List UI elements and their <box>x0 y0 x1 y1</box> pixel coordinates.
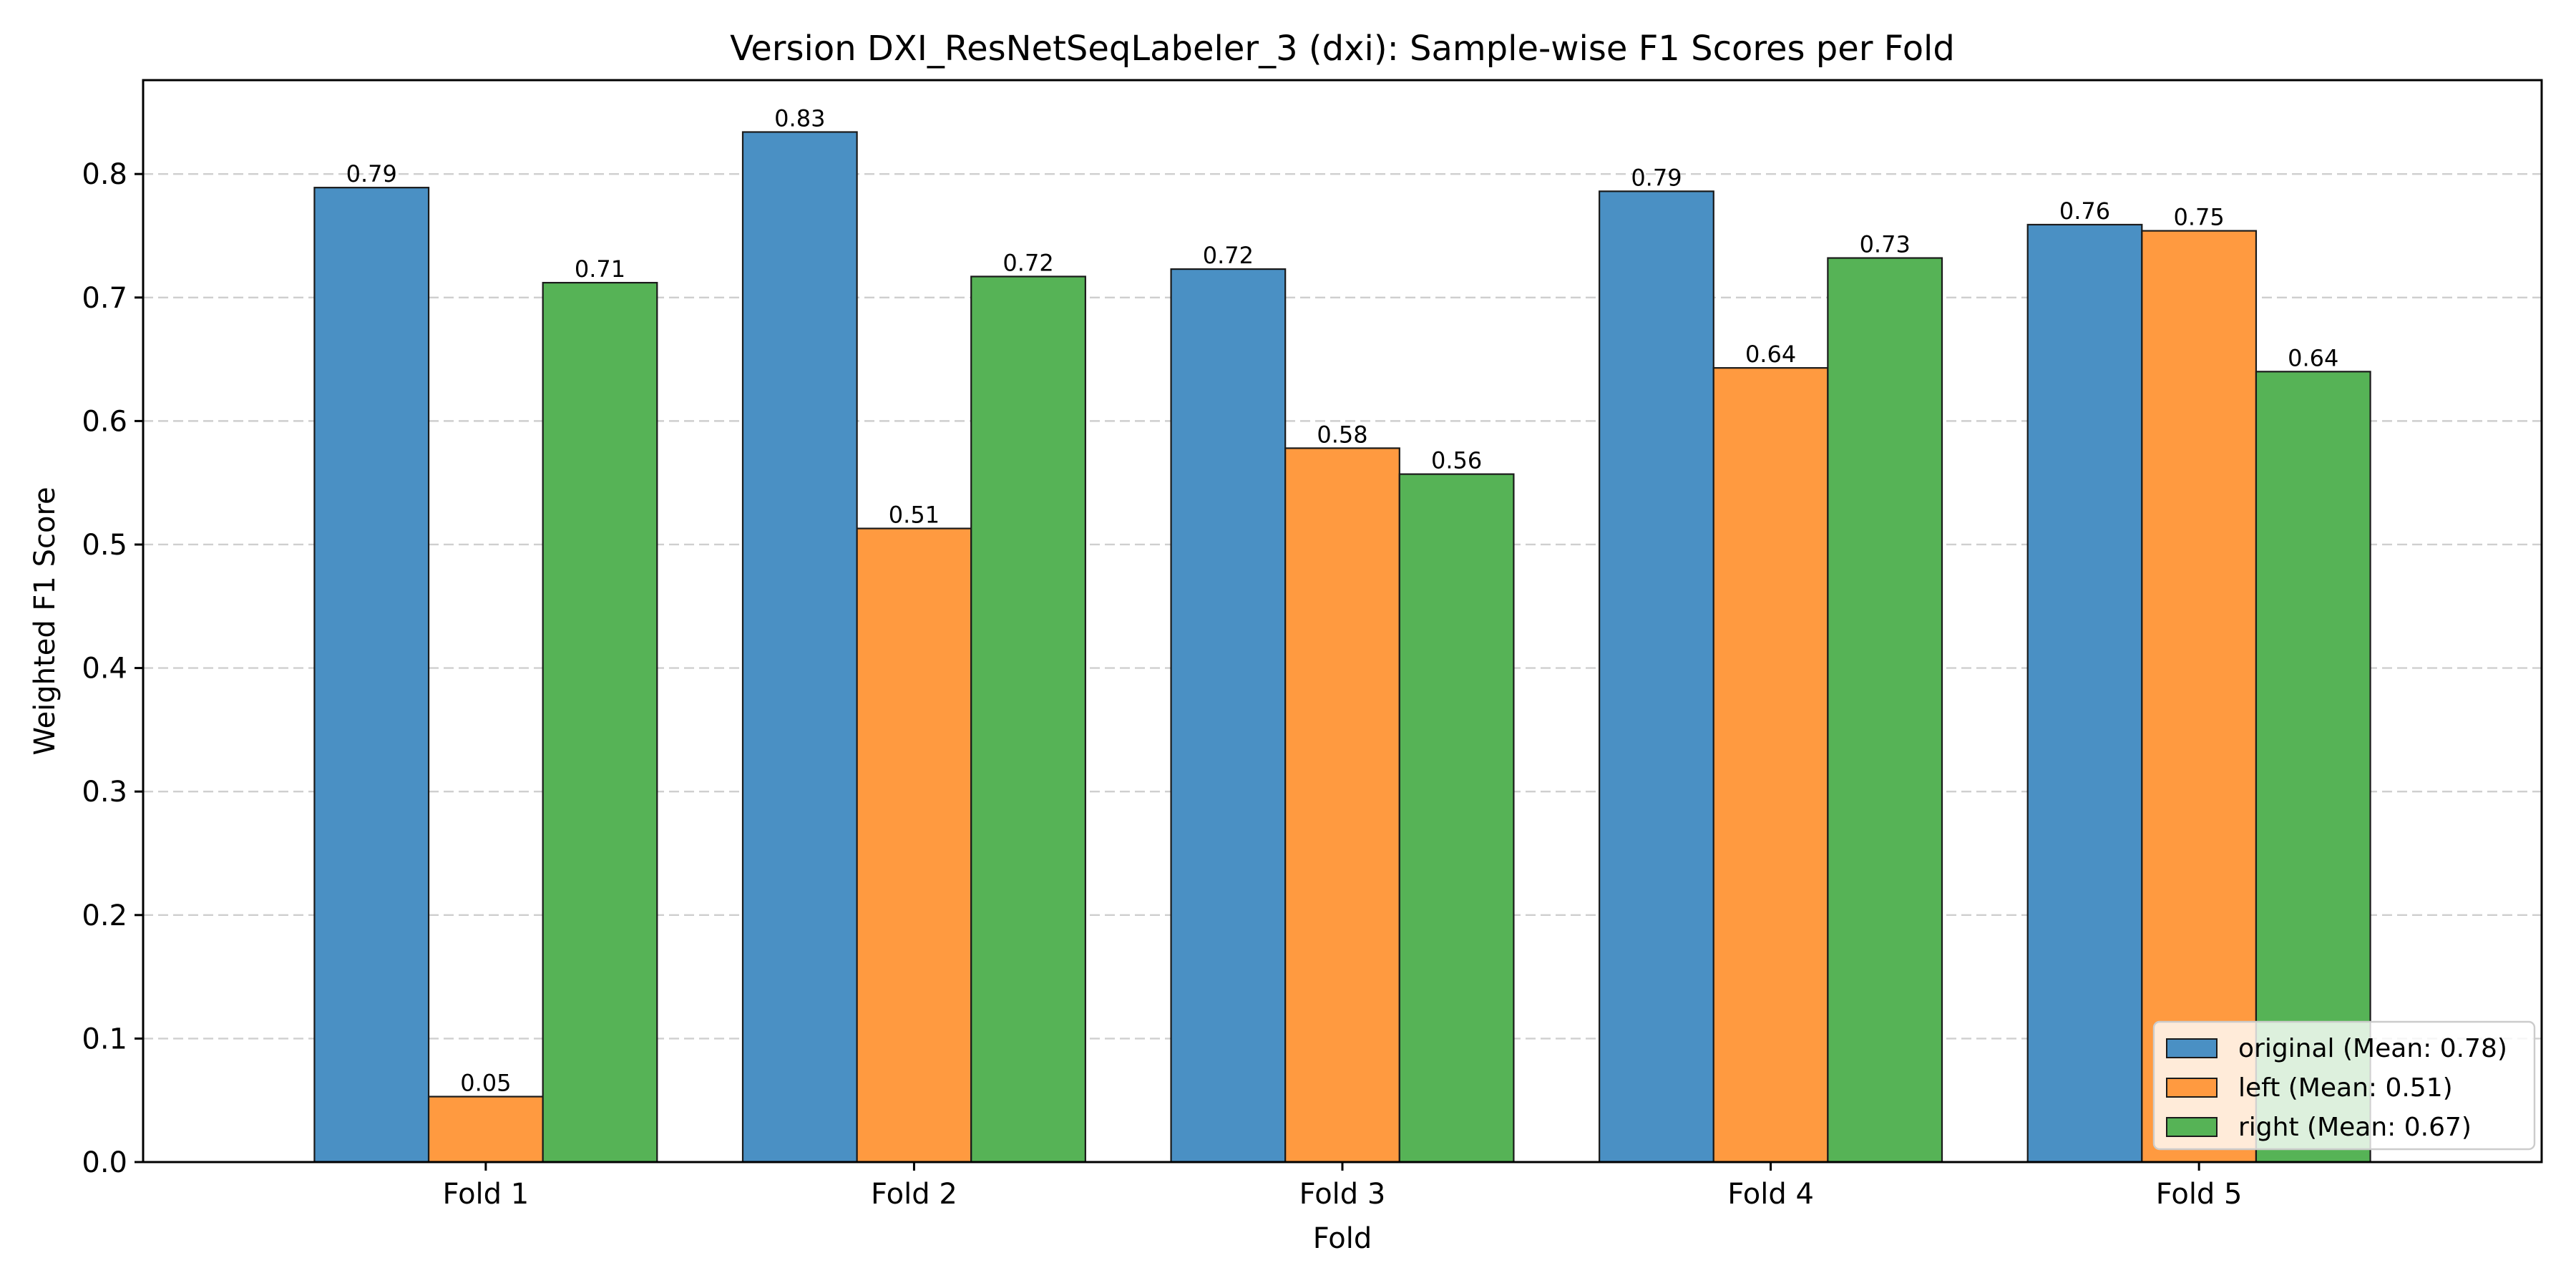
bar-value-label: 0.75 <box>2174 204 2225 231</box>
bar-original-fold-5 <box>2026 223 2143 1163</box>
bar-right-fold-4 <box>1827 257 1943 1163</box>
y-tick-label: 0.5 <box>82 529 127 562</box>
bar-right-fold-1 <box>542 281 658 1163</box>
x-tick-label: Fold 2 <box>871 1178 957 1211</box>
legend-entry: left (Mean: 0.51) <box>2238 1073 2453 1103</box>
legend-box <box>2152 1020 2536 1151</box>
legend-entry: right (Mean: 0.67) <box>2238 1113 2472 1142</box>
bar-value-label: 0.72 <box>1203 242 1254 269</box>
bar-value-label: 0.79 <box>346 160 397 187</box>
bar-original-fold-1 <box>313 187 430 1163</box>
bars <box>313 131 2371 1163</box>
legend: original (Mean: 0.78) left (Mean: 0.51) ri… <box>2152 1020 2536 1151</box>
bar-original-fold-3 <box>1170 268 1287 1163</box>
bar-value-label: 0.56 <box>1431 447 1482 474</box>
bar-left-fold-4 <box>1712 367 1829 1163</box>
value-labels: 0.79 0.83 0.72 0.79 0.76 0.05 0.51 0.58 0.64 0.75… <box>346 104 2339 1096</box>
bar-value-label: 0.64 <box>2288 344 2338 371</box>
bar-left-fold-5 <box>2141 230 2258 1163</box>
legend-entry: original (Mean: 0.78) <box>2238 1034 2507 1063</box>
chart-title: Version DXI_ResNetSeqLabeler_3 (dxi): Sa… <box>730 29 1955 69</box>
bar-value-label: 0.64 <box>1745 341 1796 368</box>
bar-right-fold-2 <box>970 275 1086 1163</box>
bar-value-label: 0.05 <box>460 1070 511 1097</box>
bar-value-label: 0.79 <box>1631 164 1682 191</box>
bar-value-label: 0.76 <box>2059 197 2110 225</box>
bar-original-fold-4 <box>1599 190 1714 1163</box>
bar-value-label: 0.58 <box>1317 421 1367 448</box>
bar-value-label: 0.71 <box>575 255 625 283</box>
bar-value-label: 0.72 <box>1002 249 1053 276</box>
bar-value-label: 0.51 <box>889 502 940 529</box>
y-tick-label: 0.3 <box>82 776 127 809</box>
x-tick-label: Fold 3 <box>1299 1178 1386 1211</box>
y-tick-label: 0.7 <box>82 282 127 315</box>
legend-swatch <box>2166 1117 2218 1137</box>
bar-left-fold-1 <box>427 1096 544 1163</box>
x-tick-label: Fold 5 <box>2156 1178 2243 1211</box>
bar-left-fold-2 <box>856 527 972 1163</box>
x-tick-label: Fold 4 <box>1727 1178 1814 1211</box>
bar-original-fold-2 <box>741 131 858 1163</box>
y-tick-label: 0.6 <box>82 405 127 438</box>
legend-swatch <box>2166 1038 2218 1058</box>
y-tick-label: 0.8 <box>82 158 127 191</box>
y-axis-label: Weighted F1 Score <box>29 487 62 755</box>
y-tick-label: 0.0 <box>82 1146 127 1179</box>
x-tick-label: Fold 1 <box>442 1178 529 1211</box>
legend-swatch <box>2166 1078 2218 1098</box>
y-tick-label: 0.1 <box>82 1023 127 1055</box>
bar-right-fold-3 <box>1398 473 1515 1163</box>
axis-ticks: 0.0 0.1 0.2 0.3 0.4 0.5 0.6 0.7 0.8 Fold 1 Fold 2 F… <box>82 158 2242 1211</box>
x-axis-label: Fold <box>1313 1222 1372 1255</box>
bar-left-fold-3 <box>1284 447 1400 1163</box>
y-tick-label: 0.4 <box>82 653 127 686</box>
y-tick-label: 0.2 <box>82 899 127 932</box>
bar-value-label: 0.83 <box>774 104 825 132</box>
bar-value-label: 0.73 <box>1860 231 1911 258</box>
